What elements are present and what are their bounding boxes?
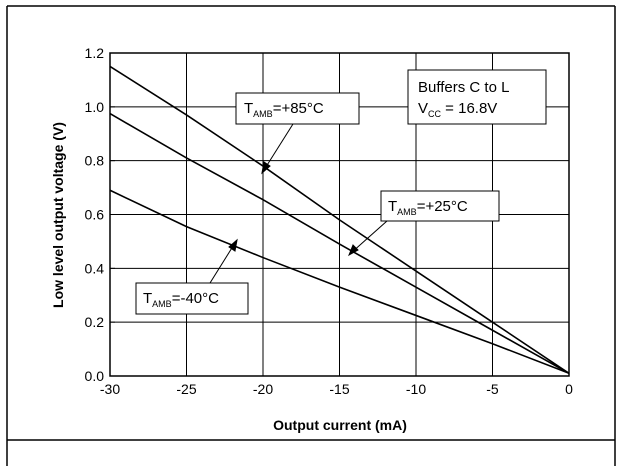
plot-area: [109, 52, 570, 377]
label-minus40c-box: [135, 282, 249, 315]
x-tick-label: -15: [329, 381, 349, 397]
x-tick-label: -10: [406, 381, 426, 397]
y-tick-label: 0.2: [85, 314, 105, 330]
x-tick-label: -5: [486, 381, 499, 397]
label-25c-box: [380, 190, 500, 222]
annotation-line2: VCC = 16.8V: [418, 100, 497, 119]
arrow-85c-head: [261, 161, 271, 175]
x-axis-title: Output current (mA): [273, 417, 407, 433]
y-tick-label: 0.4: [85, 260, 105, 276]
y-axis-title: Low level output voltage (V): [50, 122, 66, 308]
x-tick-label: 0: [565, 381, 573, 397]
x-tick-label: -25: [176, 381, 196, 397]
y-tick-label: 0.0: [85, 368, 105, 384]
arrow-85c-line: [263, 123, 294, 171]
label-minus40c: TAMB=-40°C: [135, 282, 249, 315]
arrow-minus40c-line: [209, 242, 236, 284]
series-line-minus40c: [109, 189, 570, 375]
series-line-25c: [109, 112, 570, 375]
label-minus40c-text: TAMB=-40°C: [143, 290, 219, 309]
label-25c-text: TAMB=+25°C: [388, 198, 468, 217]
annotation-line1: Buffers C to L: [418, 79, 509, 96]
annotation-box: Buffers C to L VCC = 16.8V: [407, 69, 547, 125]
pointer-arrows: [209, 123, 388, 284]
label-85c: TAMB=+85°C: [235, 92, 360, 125]
annotation-box-rect: [407, 69, 547, 125]
x-tick-label: -20: [253, 381, 273, 397]
arrow-25c-head: [348, 244, 359, 257]
y-tick-label: 1.0: [85, 99, 105, 115]
series-lines: [109, 65, 570, 375]
arrow-25c-line: [350, 220, 388, 254]
arrow-minus40c-head: [228, 238, 238, 252]
y-tick-labels: 0.0 0.2 0.4 0.6 0.8 1.0 1.2: [85, 45, 105, 384]
x-tick-labels: -30 -25 -20 -15 -10 -5 0: [100, 381, 573, 397]
x-tick-label: -30: [100, 381, 120, 397]
label-85c-text: TAMB=+85°C: [244, 100, 324, 119]
series-line-85c: [109, 65, 570, 374]
y-tick-label: 1.2: [85, 45, 105, 61]
label-85c-box: [235, 92, 360, 125]
y-tick-label: 0.6: [85, 207, 105, 223]
y-tick-label: 0.8: [85, 153, 105, 169]
label-25c: TAMB=+25°C: [380, 190, 500, 222]
